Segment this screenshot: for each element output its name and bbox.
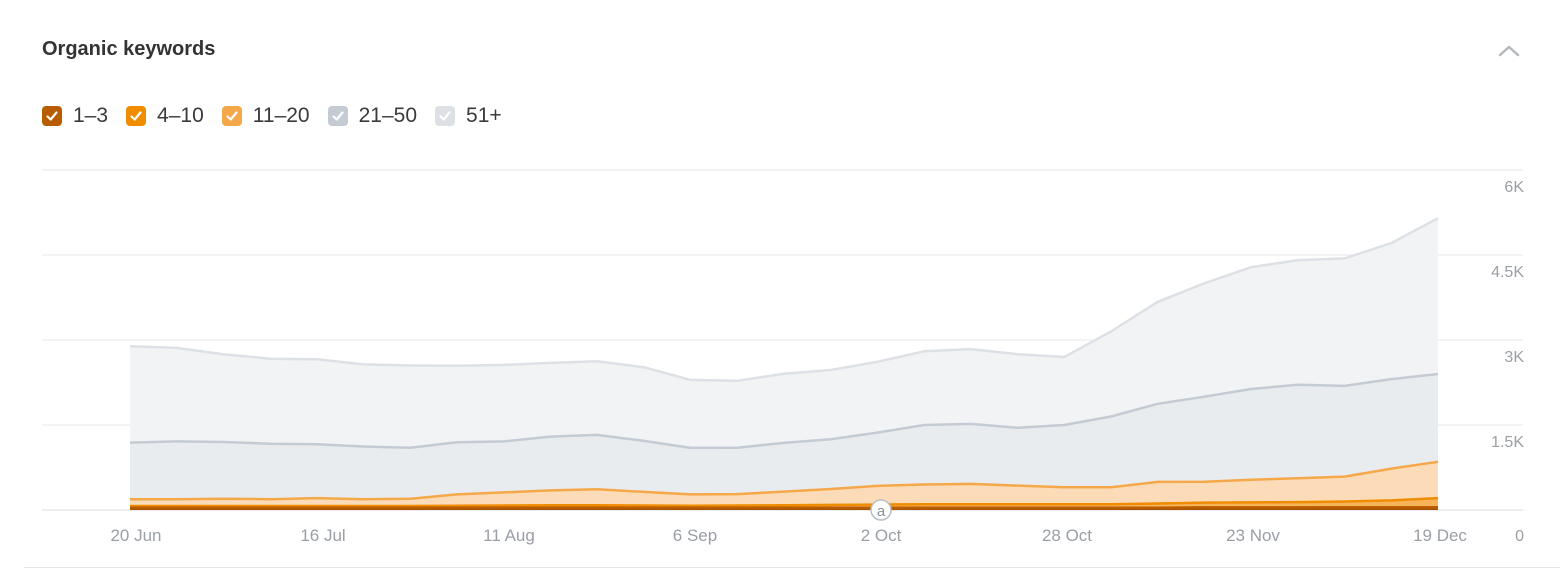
x-tick-label: 2 Oct xyxy=(861,526,902,545)
series-line xyxy=(130,496,1439,508)
legend-label: 51+ xyxy=(466,104,502,127)
legend-item[interactable]: 21–50 xyxy=(327,104,418,128)
page-title: Organic keywords xyxy=(42,38,216,60)
legend-label: 21–50 xyxy=(358,104,418,127)
legend: 1–3 4–10 11–20 21–50 51+ xyxy=(42,104,520,128)
checkbox-checked-icon[interactable] xyxy=(327,106,348,126)
series-line xyxy=(129,372,1439,450)
y-tick-label: 4.5K xyxy=(1491,264,1524,281)
y-tick-label: 3K xyxy=(1504,349,1524,366)
y-tick-label: 0 xyxy=(1515,528,1524,545)
series-area xyxy=(130,374,1438,500)
series-line xyxy=(130,460,1439,501)
checkbox-checked-icon[interactable] xyxy=(126,106,147,126)
annotation-label: a xyxy=(877,503,886,520)
series-area xyxy=(130,218,1438,448)
annotation-marker[interactable]: a xyxy=(870,499,892,521)
checkbox-checked-icon[interactable] xyxy=(42,106,62,126)
checkbox-checked-icon[interactable] xyxy=(221,106,242,126)
x-tick-label: 11 Aug xyxy=(483,526,535,545)
checkbox-checked-icon[interactable] xyxy=(435,106,456,126)
divider xyxy=(24,567,1560,568)
x-tick-label: 19 Dec xyxy=(1413,526,1467,545)
x-tick-label: 23 Nov xyxy=(1226,526,1280,545)
legend-item[interactable]: 51+ xyxy=(435,104,502,128)
legend-label: 11–20 xyxy=(252,104,310,127)
legend-item[interactable]: 11–20 xyxy=(221,104,310,128)
legend-label: 4–10 xyxy=(157,104,204,127)
x-tick-label: 28 Oct xyxy=(1042,526,1092,545)
x-tick-label: 16 Jul xyxy=(300,526,345,545)
legend-label: 1–3 xyxy=(73,104,109,127)
legend-item[interactable]: 4–10 xyxy=(126,104,204,128)
chevron-up-icon[interactable] xyxy=(1496,40,1522,62)
series-line xyxy=(130,505,1438,509)
legend-item[interactable]: 1–3 xyxy=(42,104,108,128)
y-tick-label: 1.5K xyxy=(1491,434,1524,451)
series-line xyxy=(129,217,1439,383)
y-tick-label: 6K xyxy=(1504,179,1524,196)
x-tick-label: 6 Sep xyxy=(673,526,717,545)
x-tick-label: 20 Jun xyxy=(110,526,161,545)
